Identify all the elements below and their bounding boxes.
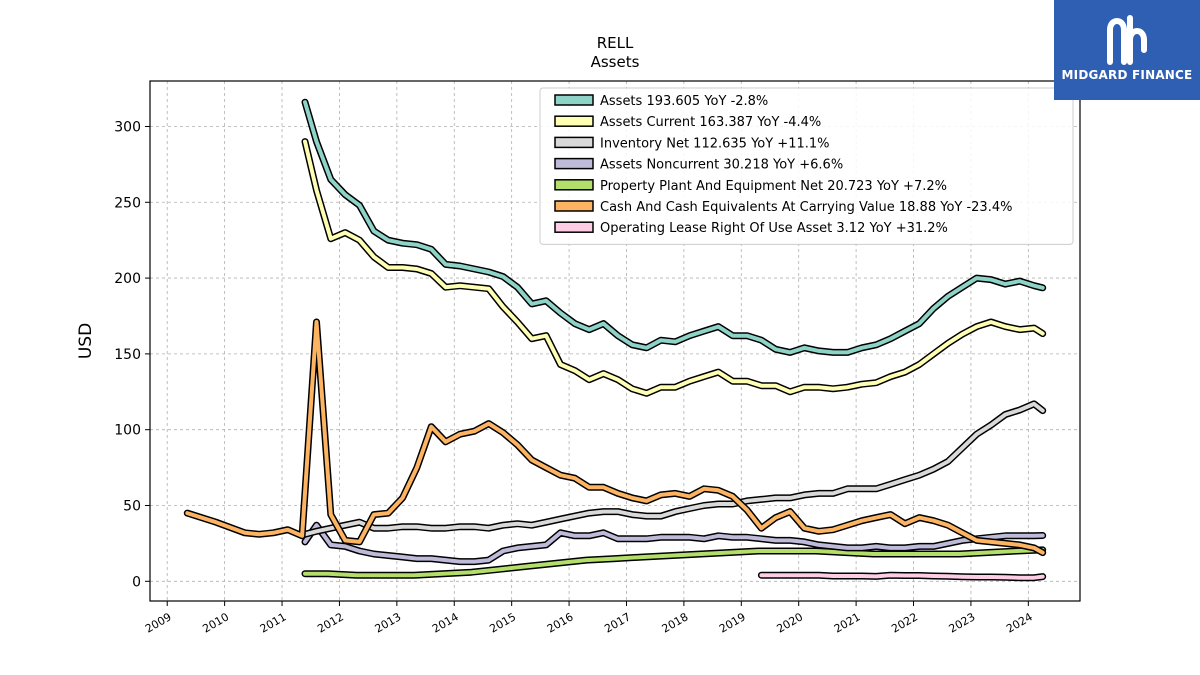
- plot-series: [183, 98, 1047, 582]
- legend-label: Operating Lease Right Of Use Asset 3.12 …: [600, 221, 948, 236]
- legend-label: Assets 193.605 YoY -2.8%: [600, 94, 768, 109]
- legend-swatch: [554, 157, 594, 170]
- brand-logo-text: MIDGARD FINANCE: [1061, 68, 1193, 82]
- midgard-logo-icon: [1107, 15, 1147, 65]
- y-tick-label: 100: [114, 423, 141, 439]
- y-axis-label: USD: [76, 323, 96, 359]
- series-line-6: [759, 573, 1045, 580]
- x-tick-label: 2017: [602, 610, 633, 635]
- legend-label: Assets Current 163.387 YoY -4.4%: [600, 115, 821, 130]
- x-tick-label: 2012: [315, 610, 346, 635]
- x-tick-label: 2024: [1004, 610, 1035, 635]
- series-line-5: [185, 320, 1045, 555]
- x-tick-label: 2014: [430, 610, 461, 635]
- x-tick-label: 2013: [373, 610, 404, 635]
- x-tick-label: 2011: [258, 610, 289, 635]
- legend-label: Property Plant And Equipment Net 20.723 …: [600, 179, 947, 194]
- series-line-0: [303, 100, 1045, 355]
- legend-swatch: [554, 94, 594, 106]
- x-tick-label: 2016: [545, 610, 576, 635]
- y-tick-label: 50: [123, 498, 141, 514]
- legend-swatch: [554, 200, 594, 212]
- y-tick-label: 200: [114, 271, 141, 287]
- legend-label: Assets Noncurrent 30.218 YoY +6.6%: [600, 158, 843, 173]
- y-tick-label: 300: [114, 119, 141, 135]
- x-tick-label: 2019: [717, 610, 748, 635]
- legend: Assets 193.605 YoY -2.8% Assets Current 1…: [539, 87, 1074, 245]
- x-tick-label: 2015: [487, 610, 518, 635]
- series-line-1: [303, 139, 1045, 396]
- x-tick-label: 2020: [774, 610, 805, 635]
- series-line-2: [303, 401, 1045, 537]
- x-tick-label: 2010: [200, 610, 231, 635]
- y-tick-label: 0: [132, 574, 141, 590]
- legend-swatch: [554, 179, 594, 191]
- y-tick-label: 250: [114, 195, 141, 211]
- chart-subtitle: Assets: [591, 53, 640, 71]
- legend-label: Cash And Cash Equivalents At Carrying Va…: [600, 200, 1012, 215]
- y-tick-label: 150: [114, 347, 141, 363]
- legend-label: Inventory Net 112.635 YoY +11.1%: [600, 136, 830, 151]
- legend-swatch: [554, 115, 594, 127]
- brand-logo: MIDGARD FINANCE: [1054, 0, 1200, 100]
- series-line-4: [303, 547, 1045, 578]
- x-tick-label: 2009: [143, 610, 174, 635]
- series-line-3: [303, 523, 1045, 564]
- x-tick-label: 2018: [660, 610, 691, 635]
- x-tick-label: 2021: [832, 610, 863, 635]
- plot-frame: [149, 80, 1081, 602]
- legend-swatch: [554, 221, 594, 233]
- chart-title: RELL: [597, 34, 634, 52]
- legend-box: [539, 87, 1074, 245]
- legend-swatch: [554, 136, 594, 149]
- x-tick-label: 2022: [889, 610, 920, 635]
- x-tick-label: 2023: [947, 610, 978, 635]
